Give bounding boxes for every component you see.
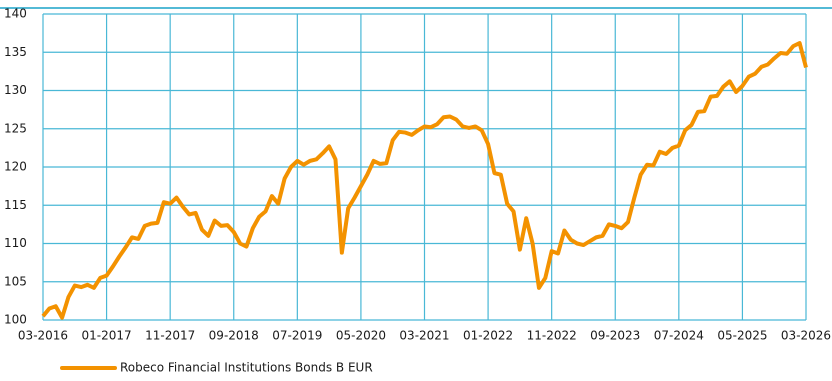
legend-label: Robeco Financial Institutions Bonds B EU… (120, 361, 373, 375)
x-tick-label: 09-2023 (590, 329, 640, 343)
x-tick-label: 09-2018 (209, 329, 259, 343)
x-tick-label: 05-2025 (717, 329, 767, 343)
x-tick-label: 03-2026 (781, 329, 831, 343)
y-tick-label: 125 (4, 121, 27, 135)
x-tick-label: 03-2021 (399, 329, 449, 343)
x-tick-label: 11-2022 (527, 329, 577, 343)
x-tick-label: 01-2017 (82, 329, 132, 343)
y-tick-label: 105 (4, 274, 27, 288)
x-tick-label: 03-2016 (18, 329, 68, 343)
x-tick-label: 11-2017 (145, 329, 195, 343)
x-tick-label: 07-2024 (654, 329, 704, 343)
y-tick-label: 120 (4, 160, 27, 174)
y-tick-label: 115 (4, 198, 27, 212)
x-tick-label: 07-2019 (272, 329, 322, 343)
x-tick-label: 01-2022 (463, 329, 513, 343)
y-tick-label: 130 (4, 83, 27, 97)
y-tick-label: 135 (4, 45, 27, 59)
y-tick-label: 100 (4, 313, 27, 327)
x-tick-label: 05-2020 (336, 329, 386, 343)
series-line (41, 41, 808, 320)
y-tick-label: 140 (4, 7, 27, 21)
y-tick-label: 110 (4, 236, 27, 250)
